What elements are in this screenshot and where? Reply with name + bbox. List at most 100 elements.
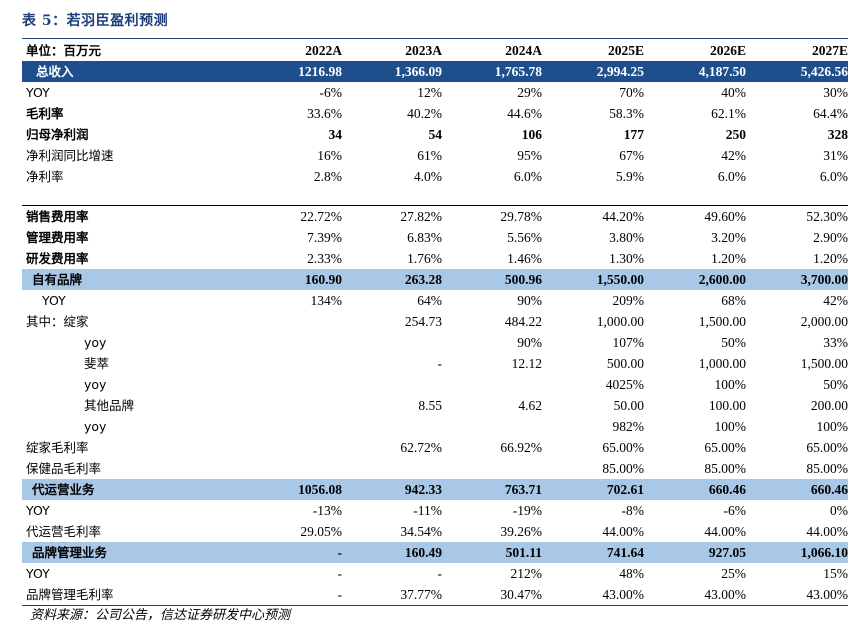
- table-row: 其他品牌 8.55 4.62 50.00 100.00 200.00: [22, 395, 848, 416]
- cell-value: 106: [521, 127, 542, 142]
- cell-value: 16%: [317, 148, 342, 163]
- cell-value: 5,426.56: [746, 61, 848, 82]
- cell-value: 1,066.10: [746, 542, 848, 563]
- cell-value: 0%: [830, 503, 848, 518]
- row-label: 品牌管理业务: [22, 542, 228, 563]
- cell-value: 160.49: [342, 542, 442, 563]
- cell-value: [228, 416, 342, 437]
- cell-value: 1.30%: [609, 251, 644, 266]
- cell-value: 39.26%: [500, 524, 542, 539]
- cell-value: 263.28: [342, 269, 442, 290]
- cell-value: 85.00%: [806, 461, 848, 476]
- cell-value: 27.82%: [342, 205, 442, 227]
- cell-value: 40.2%: [407, 106, 442, 121]
- table-row: 代运营业务 1056.08 942.33 763.71 702.61 660.46 660.…: [22, 479, 848, 500]
- table-row: 归母净利润 34 54 106 177 250 328: [22, 124, 848, 145]
- unit-label: 单位：百万元: [22, 38, 228, 61]
- table-row: 管理费用率 7.39% 6.83% 5.56% 3.80% 3.20% 2.90%: [22, 227, 848, 248]
- row-label: YOY: [26, 85, 50, 100]
- cell-value: 3.80%: [609, 230, 644, 245]
- cell-value: 50.00: [613, 398, 644, 413]
- cell-value: 95%: [517, 148, 542, 163]
- cell-value: 2.90%: [813, 230, 848, 245]
- cell-value: 50%: [823, 377, 848, 392]
- column-header: 2022A: [228, 38, 342, 61]
- cell-value: 67%: [619, 148, 644, 163]
- cell-value: 763.71: [442, 479, 542, 500]
- cell-value: 927.05: [644, 542, 746, 563]
- cell-value: 250: [725, 127, 746, 142]
- cell-value: 209%: [612, 293, 645, 308]
- cell-value: 62.72%: [400, 440, 442, 455]
- cell-value: 484.22: [504, 314, 542, 329]
- table-row: 自有品牌 160.90 263.28 500.96 1,550.00 2,600.00 3,…: [22, 269, 848, 290]
- cell-value: [228, 374, 342, 395]
- cell-value: 5.9%: [615, 169, 644, 184]
- cell-value: 50%: [721, 335, 746, 350]
- cell-value: -6%: [319, 85, 343, 100]
- table-row: 其中：绽家 254.73 484.22 1,000.00 1,500.00 2,000.0…: [22, 311, 848, 332]
- cell-value: 982%: [612, 419, 645, 434]
- cell-value: 100%: [714, 419, 747, 434]
- cell-value: 107%: [612, 335, 645, 350]
- cell-value: 5.56%: [507, 230, 542, 245]
- cell-value: 43.00%: [542, 584, 644, 606]
- row-label: YOY: [42, 293, 66, 308]
- cell-value: 64%: [417, 293, 442, 308]
- table-row: 净利率 2.8% 4.0% 6.0% 5.9% 6.0% 6.0%: [22, 166, 848, 187]
- column-header: 2027E: [746, 38, 848, 61]
- row-label: 代运营毛利率: [26, 524, 102, 539]
- cell-value: 85.00%: [602, 461, 644, 476]
- cell-value: 2,994.25: [542, 61, 644, 82]
- cell-value: 4025%: [605, 377, 644, 392]
- cell-value: [342, 332, 442, 353]
- cell-value: -6%: [723, 503, 747, 518]
- cell-value: [542, 187, 644, 206]
- table-row: 净利润同比增速 16% 61% 95% 67% 42% 31%: [22, 145, 848, 166]
- cell-value: 100%: [816, 419, 849, 434]
- cell-value: 1.20%: [813, 251, 848, 266]
- cell-value: 31%: [823, 148, 848, 163]
- cell-value: 1.76%: [407, 251, 442, 266]
- cell-value: 4,187.50: [644, 61, 746, 82]
- cell-value: -13%: [312, 503, 342, 518]
- cell-value: 44.00%: [806, 524, 848, 539]
- cell-value: 44.6%: [507, 106, 542, 121]
- cell-value: 68%: [721, 293, 746, 308]
- row-label: 斐萃: [84, 356, 110, 371]
- row-label: 研发费用率: [26, 251, 89, 266]
- row-label: 绽家毛利率: [26, 440, 89, 455]
- cell-value: 65.00%: [806, 440, 848, 455]
- cell-value: 12.12: [511, 356, 542, 371]
- cell-value: 660.46: [644, 479, 746, 500]
- cell-value: 70%: [619, 85, 644, 100]
- cell-value: [228, 458, 342, 479]
- column-header: 2023A: [342, 38, 442, 61]
- cell-value: 1.20%: [711, 251, 746, 266]
- cell-value: 1,500.00: [698, 314, 746, 329]
- table-row: 保健品毛利率 85.00% 85.00% 85.00%: [22, 458, 848, 479]
- row-label: YOY: [26, 566, 50, 581]
- cell-value: 4.0%: [413, 169, 442, 184]
- cell-value: 29.05%: [300, 524, 342, 539]
- row-label: 毛利率: [26, 106, 64, 121]
- cell-value: 90%: [517, 335, 542, 350]
- cell-value: [644, 187, 746, 206]
- cell-value: 49.60%: [644, 205, 746, 227]
- cell-value: 100%: [714, 377, 747, 392]
- cell-value: [746, 187, 848, 206]
- cell-value: [228, 353, 342, 374]
- cell-value: 42%: [823, 293, 848, 308]
- cell-value: 500.96: [442, 269, 542, 290]
- cell-value: 33.6%: [307, 106, 342, 121]
- cell-value: [442, 374, 542, 395]
- row-label: 其他品牌: [84, 398, 135, 413]
- cell-value: 44.00%: [602, 524, 644, 539]
- cell-value: -: [437, 356, 443, 371]
- cell-value: [228, 332, 342, 353]
- cell-value: 942.33: [342, 479, 442, 500]
- table-row: 代运营毛利率 29.05% 34.54% 39.26% 44.00% 44.00% 44.0…: [22, 521, 848, 542]
- cell-value: 64.4%: [813, 106, 848, 121]
- cell-value: 90%: [517, 293, 542, 308]
- cell-value: 43.00%: [644, 584, 746, 606]
